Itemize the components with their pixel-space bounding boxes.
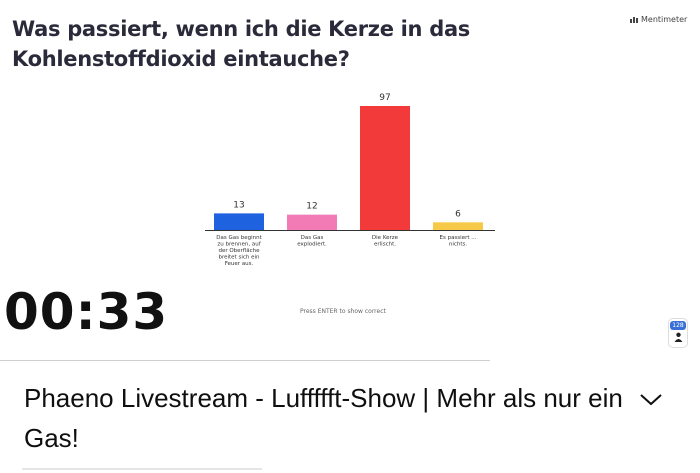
- chart-bar: [360, 106, 410, 230]
- chart-bar: [433, 222, 483, 230]
- bar-value-label: 13: [233, 200, 244, 210]
- category-label: Die Kerze erlischt.: [372, 235, 399, 248]
- chart-bar: [287, 214, 337, 230]
- bar-value-label: 12: [306, 202, 317, 212]
- bar-value-label: 97: [379, 93, 390, 103]
- show-correct-hint: Press ENTER to show correct: [300, 308, 386, 315]
- chart-bar: [214, 213, 264, 230]
- mentimeter-logo-icon: [630, 16, 638, 23]
- slide-question: Was passiert, wenn ich die Kerze in das …: [12, 17, 471, 71]
- countdown-timer: 00:33: [4, 283, 169, 341]
- participants-count: 128: [670, 321, 686, 330]
- brand-name: Mentimeter: [641, 15, 688, 24]
- person-icon: [674, 332, 682, 342]
- participants-badge[interactable]: 128: [668, 318, 688, 348]
- chevron-down-icon[interactable]: [638, 390, 664, 408]
- presentation-slide: Was passiert, wenn ich die Kerze in das …: [4, 15, 688, 348]
- divider: [0, 360, 490, 361]
- bar-value-label: 6: [455, 209, 461, 219]
- bottom-divider: [22, 468, 262, 470]
- video-title[interactable]: Phaeno Livestream - Luffffft-Show | Mehr…: [24, 383, 623, 453]
- bar-chart: 13 Das Gas beginnt zu brennen, auf der Ober…: [205, 93, 495, 267]
- category-label: Das Gas explodiert.: [297, 235, 327, 248]
- mentimeter-logo: Mentimeter: [630, 15, 687, 24]
- category-label: Es passiert ... nichts.: [439, 235, 476, 248]
- category-label: Das Gas beginnt zu brennen, auf der Oberfl…: [216, 235, 262, 267]
